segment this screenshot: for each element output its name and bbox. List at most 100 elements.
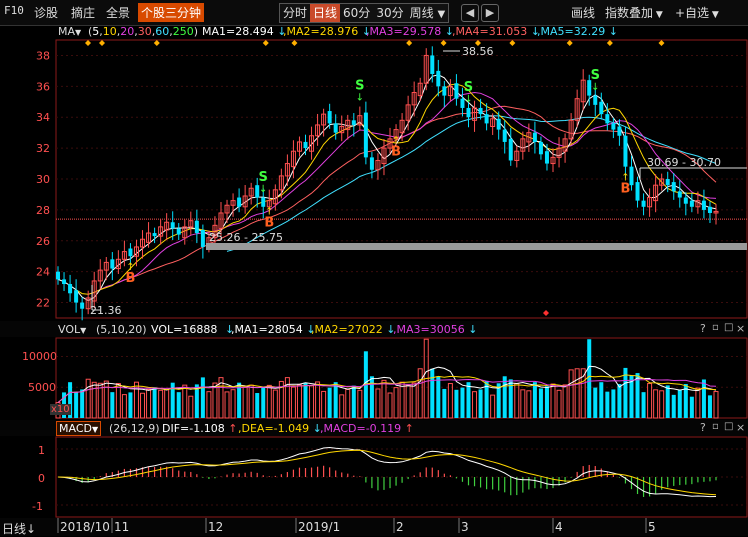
buy-signal-label: B (125, 271, 135, 286)
ma-param-5: 60 (155, 25, 170, 38)
maximize-icon[interactable]: □ (724, 322, 734, 333)
up-arrow-icon: ↑ (404, 422, 414, 435)
tab-overview[interactable]: 全景 (106, 6, 131, 20)
candle-body-up (514, 150, 520, 161)
settings-icon[interactable]: ▫ (712, 421, 719, 432)
ma4-text: MA4=31.053 (455, 25, 528, 38)
down-arrow-icon: ↓ (608, 25, 618, 38)
settings-icon[interactable]: ▫ (712, 322, 719, 333)
price-tick-label: 30 (36, 173, 50, 186)
candle-body-up (713, 210, 719, 214)
tab-diagnose[interactable]: 诊股 (34, 6, 59, 20)
maximize-icon[interactable]: □ (724, 421, 734, 432)
volume-bar-down (436, 376, 441, 418)
volume-bar-up (568, 369, 574, 419)
period-intraday[interactable]: 分时 (283, 6, 308, 20)
event-diamond-icon (85, 40, 91, 46)
buy-arrow-icon: ↑ (126, 262, 134, 273)
tab-catch[interactable]: 摘庄 (71, 6, 96, 20)
volume-bar-up (140, 392, 146, 419)
volume-panel (0, 321, 748, 419)
macd-indicator-selector[interactable]: MACD▼ (56, 421, 102, 436)
volume-bar-up (345, 388, 351, 419)
volume-bar-up (158, 389, 164, 419)
period-daily[interactable]: 日线 (310, 4, 341, 22)
index-overlay-button[interactable]: 指数叠加 ▼ (605, 4, 663, 21)
candle-body-up (411, 92, 417, 106)
vol-ma3: ,MA3=30056 ↓ (393, 323, 478, 336)
range-label-2: 30.69 - 30.70 (647, 156, 721, 169)
sell-arrow-icon: ↓ (464, 94, 472, 105)
candle-body-down (176, 228, 181, 235)
candle-body-up (387, 138, 393, 149)
candle-body-up (140, 238, 146, 248)
buy-arrow-icon: ↑ (265, 207, 273, 218)
event-diamond-icon (262, 40, 269, 46)
period-30min[interactable]: 30分 (376, 6, 404, 20)
period-60min[interactable]: 60分 (343, 6, 371, 20)
volume-bar-down (677, 389, 682, 418)
volume-bar-up (91, 381, 97, 419)
candle-body-down (80, 302, 85, 309)
candle-body-down (194, 220, 199, 234)
next-icon[interactable]: ▶ (481, 4, 499, 22)
volume-bar-down (532, 382, 537, 418)
candle-body-up (653, 184, 659, 202)
candle-body-up (375, 159, 381, 171)
buy-signal-label: B (391, 145, 401, 160)
period-bottom-label[interactable]: 日线↓ (2, 520, 36, 537)
vol-value: VOL=16888 (151, 323, 218, 336)
x-tick-label: 5 (648, 520, 656, 534)
dropdown-arrow-icon: ▼ (80, 326, 87, 335)
candle-body-down (466, 107, 471, 118)
candle-body-down (261, 197, 266, 207)
volume-legend: VOL▼ (5,10,20) VOL=16888 ↓ ,MA1=28054 ↓ … (0, 322, 748, 337)
draw-line-button[interactable]: 画线 (571, 6, 596, 20)
f10-button[interactable]: F10 (4, 4, 24, 17)
vol-ma1-text: MA1=28054 (234, 323, 303, 336)
volume-bar-down (466, 382, 471, 418)
candle-body-down (454, 83, 459, 99)
x-tick-label: 4 (555, 520, 563, 534)
candle-body-down (617, 126, 622, 136)
sell-arrow-icon: ↓ (591, 82, 599, 93)
tab-three-minutes[interactable]: 个股三分钟 (138, 3, 205, 22)
close-icon[interactable]: × (736, 322, 746, 335)
candle-body-down (436, 70, 441, 87)
volume-bar-up (206, 391, 212, 419)
candle-body-up (85, 297, 91, 310)
ma2-text: MA2=28.976 (286, 25, 359, 38)
candle-body-down (593, 95, 598, 105)
add-watchlist-button[interactable]: +自选 ▼ (675, 4, 719, 21)
help-icon[interactable]: ? (700, 322, 706, 335)
volume-bar-down (128, 392, 133, 418)
index-overlay-label: 指数叠加 (605, 6, 654, 20)
event-diamond-icon (606, 40, 613, 46)
period-weekly-dropdown[interactable]: 周线 ▼ (407, 4, 449, 24)
prev-icon[interactable]: ◀ (461, 4, 479, 22)
period-bottom-text: 日线 (2, 522, 27, 536)
volume-bar-up (381, 379, 387, 419)
candle-body-up (242, 195, 248, 208)
candle-body-down (442, 86, 447, 96)
price-tick-label: 32 (36, 142, 50, 155)
volume-bar-down (351, 385, 356, 418)
help-icon[interactable]: ? (700, 421, 706, 434)
vol-ma2-text: MA2=27022 (314, 323, 383, 336)
macd-legend: MACD▼ (26,12,9) DIF=-1.108 ↑ ,DEA=-1.049… (0, 421, 748, 436)
add-watchlist-label: +自选 (675, 6, 710, 20)
vol-indicator-selector[interactable]: VOL▼ (58, 323, 86, 336)
macd-params: (26,12,9) (109, 422, 160, 435)
close-icon[interactable]: × (736, 421, 746, 434)
ma-param-6: 250 (172, 25, 194, 38)
candle-body-up (568, 119, 574, 140)
dropdown-arrow-icon: ▼ (709, 10, 719, 20)
candle-body-up (472, 107, 478, 121)
candle-body-down (635, 182, 640, 201)
candle-body-up (357, 115, 363, 126)
candle-body-up (296, 141, 302, 152)
volume-bar-up (224, 391, 230, 419)
ma-indicator-selector[interactable]: MA▼ (58, 25, 81, 38)
volume-bar-up (284, 377, 290, 419)
